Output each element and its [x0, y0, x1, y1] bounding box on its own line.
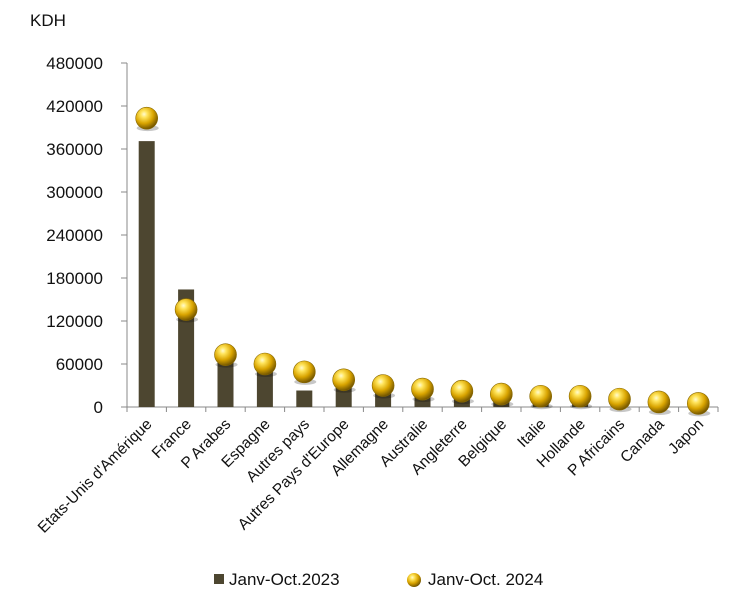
legend-swatch-2024	[407, 573, 421, 587]
y-tick-label: 120000	[46, 312, 103, 331]
marker-2024	[332, 368, 356, 392]
legend-swatch-2023	[214, 574, 224, 584]
y-tick-label: 420000	[46, 97, 103, 116]
y-tick-label: 300000	[46, 183, 103, 202]
y-axis: 0 60000 120000 180000 240000 300000 360000 4200…	[46, 54, 128, 417]
marker-2024	[253, 352, 277, 376]
y-tick-label: 60000	[56, 355, 103, 374]
y-tick-label: 360000	[46, 140, 103, 159]
legend: Janv-Oct.2023 Janv-Oct. 2024	[214, 570, 543, 589]
y-unit-label: KDH	[30, 11, 66, 30]
marker-2024	[214, 343, 237, 366]
marker-2024	[371, 374, 395, 397]
marker-2024	[529, 384, 553, 408]
x-category-label: Italie	[514, 416, 549, 451]
marker-2024	[450, 379, 474, 403]
x-category-label: Japon	[665, 416, 707, 458]
marker-2024	[411, 377, 434, 401]
marker-2024	[568, 384, 592, 408]
marker-2024	[292, 360, 316, 384]
legend-label-2024: Janv-Oct. 2024	[428, 570, 543, 589]
bar-2023	[335, 385, 352, 407]
marker-2024	[608, 387, 631, 411]
marker-2024	[686, 392, 710, 415]
series-2024-markers	[135, 106, 711, 417]
y-tick-label: 240000	[46, 226, 103, 245]
marker-2024	[489, 382, 513, 406]
bar-2023	[256, 369, 273, 407]
bar-2023	[138, 141, 155, 407]
x-category-label: Etats-Unis d'Amérique	[35, 416, 156, 537]
marker-2024	[647, 390, 671, 414]
bar-2023	[296, 390, 313, 407]
legend-label-2023: Janv-Oct.2023	[229, 570, 340, 589]
marker-2024	[174, 298, 198, 321]
marker-2024	[135, 106, 158, 130]
bar-2023	[217, 359, 234, 407]
x-category-label: Canada	[617, 416, 668, 467]
y-tick-label: 0	[94, 398, 103, 417]
y-tick-label: 480000	[46, 54, 103, 73]
y-tick-label: 180000	[46, 269, 103, 288]
